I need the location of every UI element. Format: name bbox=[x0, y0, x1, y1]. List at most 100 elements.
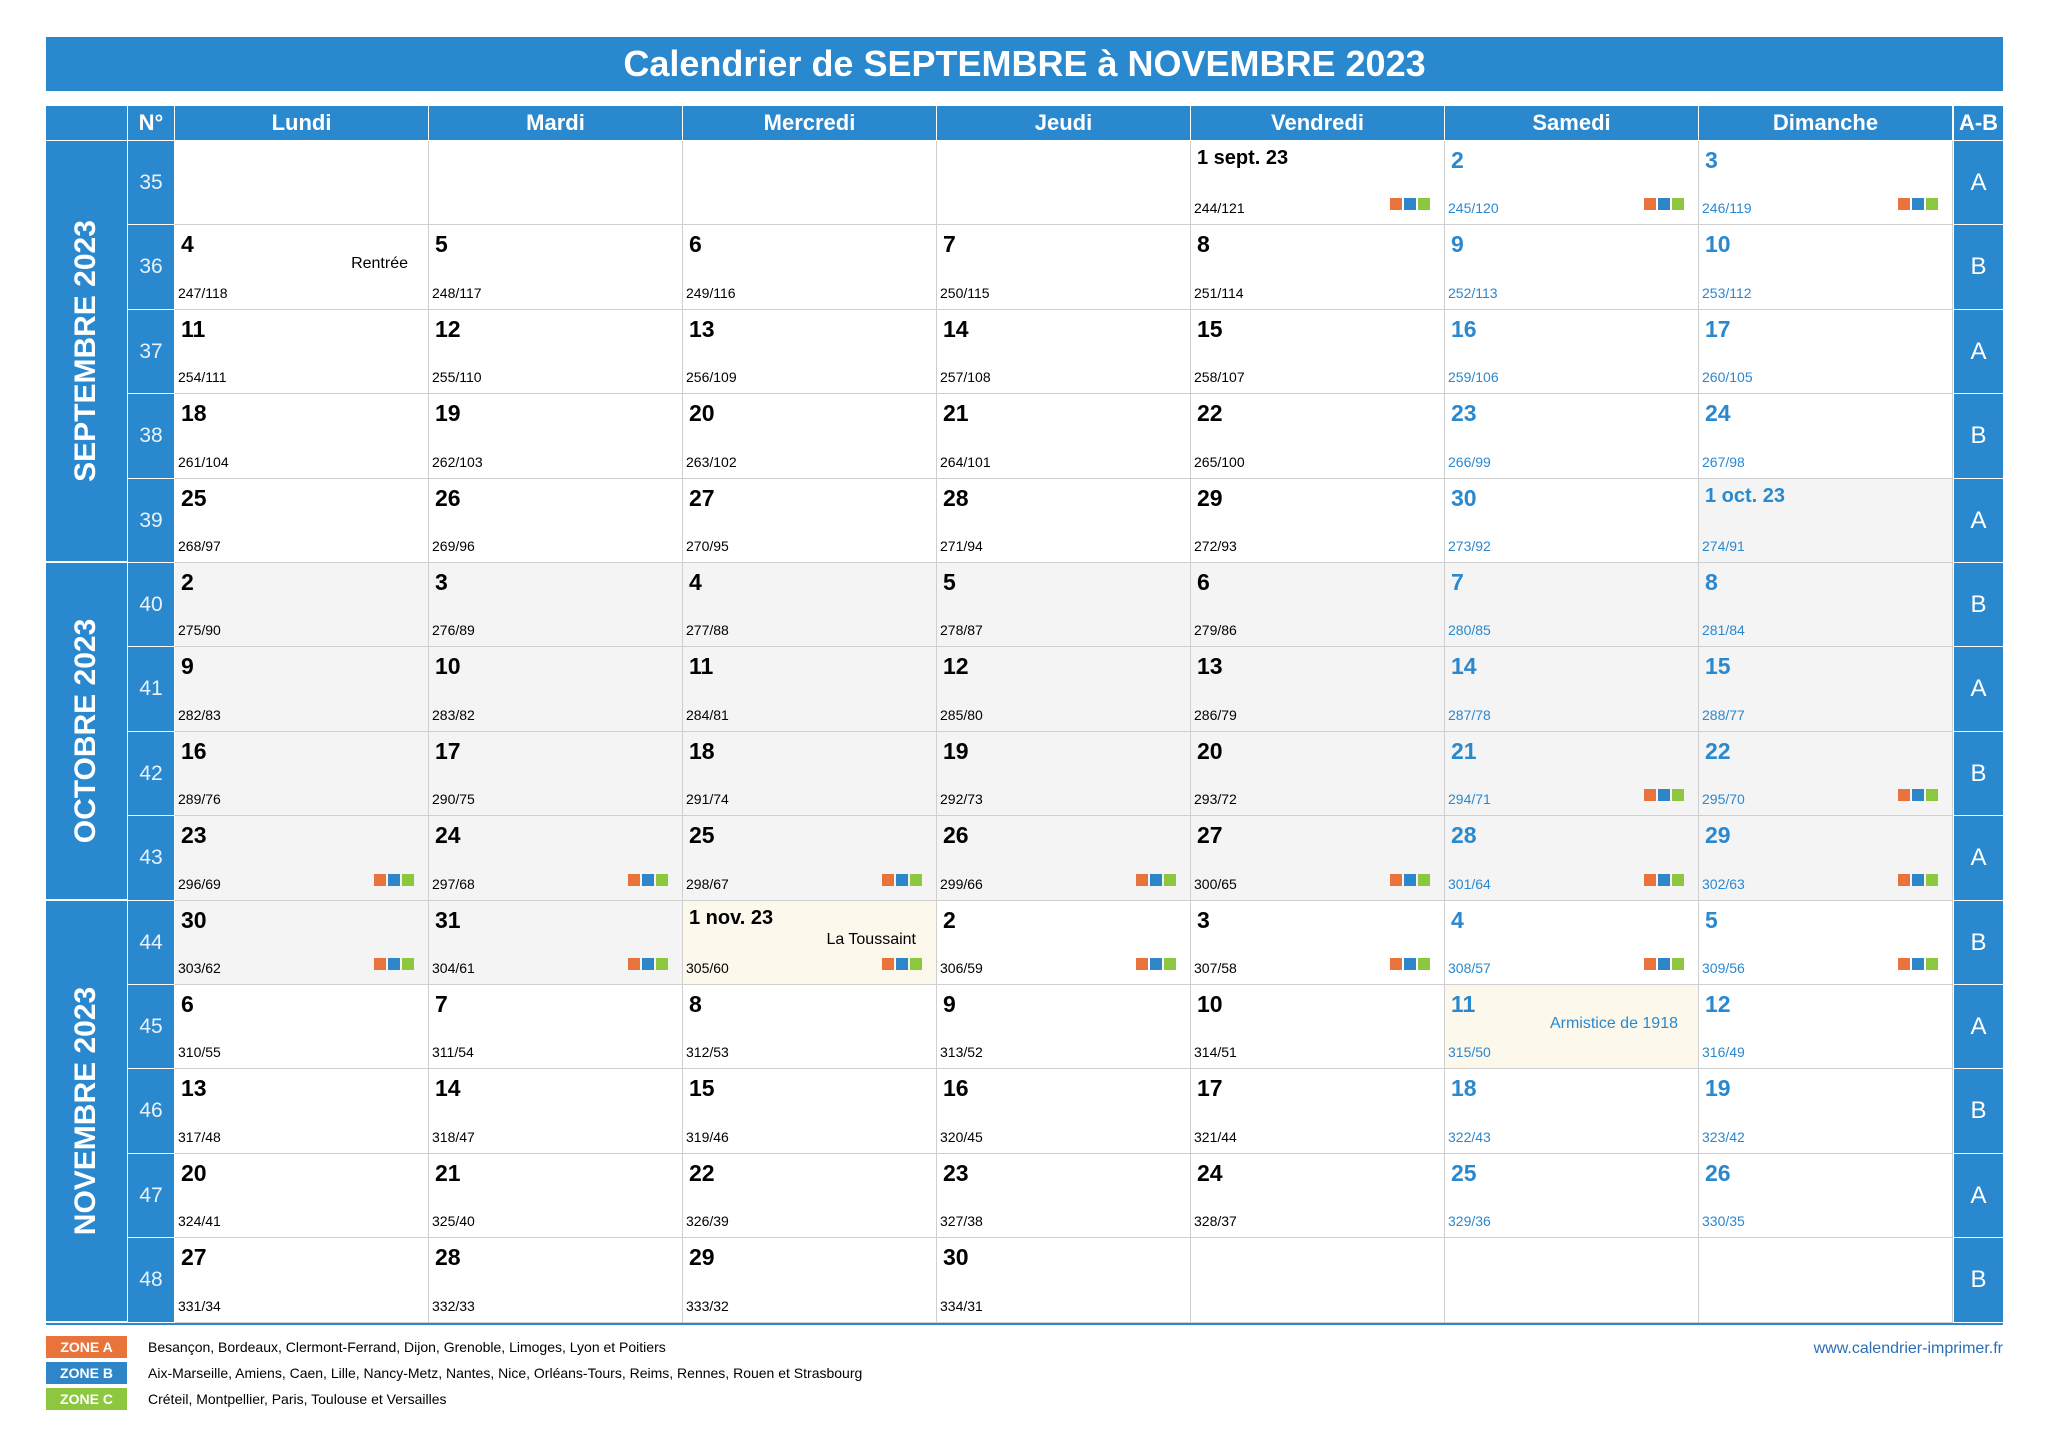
week-number: 47 bbox=[128, 1153, 174, 1238]
day-number: 10 bbox=[435, 653, 461, 680]
zone-square bbox=[1672, 789, 1684, 802]
day-code: 296/69 bbox=[178, 875, 221, 892]
day-code: 282/83 bbox=[178, 706, 221, 723]
week-ab: A bbox=[1954, 647, 2003, 731]
day-cell: 3 246/119 bbox=[1699, 141, 1953, 226]
zone-square bbox=[1658, 789, 1670, 802]
day-cell: 24 267/98 bbox=[1699, 394, 1953, 479]
day-code: 245/120 bbox=[1448, 200, 1499, 217]
day-code: 279/86 bbox=[1194, 622, 1237, 639]
day-number: 15 bbox=[689, 1075, 715, 1102]
zone-square bbox=[1644, 198, 1656, 211]
day-number: 5 bbox=[435, 231, 448, 258]
column-header: Lundi bbox=[175, 106, 428, 140]
day-code: 255/110 bbox=[432, 369, 482, 386]
zone-square bbox=[642, 957, 654, 970]
zone-square bbox=[1912, 873, 1924, 886]
zone-square bbox=[1898, 789, 1910, 802]
day-code: 271/94 bbox=[940, 537, 983, 554]
month-band: OCTOBRE 2023 bbox=[46, 563, 127, 899]
day-cell: 24 297/68 bbox=[429, 816, 683, 901]
day-code: 330/35 bbox=[1702, 1213, 1745, 1230]
zone-square bbox=[1658, 873, 1670, 886]
day-code: 284/81 bbox=[686, 706, 729, 723]
zone-square bbox=[1658, 957, 1670, 970]
day-number: 4 bbox=[689, 569, 702, 595]
day-number: 9 bbox=[181, 653, 194, 680]
day-cell bbox=[1699, 1238, 1953, 1323]
zone-square bbox=[1418, 873, 1430, 886]
day-code: 320/45 bbox=[940, 1128, 983, 1145]
zone-square bbox=[628, 873, 640, 886]
day-code: 258/107 bbox=[1194, 369, 1245, 386]
day-code: 286/79 bbox=[1194, 706, 1237, 723]
zone-square bbox=[1418, 957, 1430, 970]
day-cell: 4 247/118 Rentrée bbox=[175, 225, 429, 310]
day-code: 306/59 bbox=[940, 959, 983, 976]
day-number: 20 bbox=[689, 400, 715, 427]
day-number: 28 bbox=[943, 484, 969, 511]
day-cell: 3 307/58 bbox=[1191, 900, 1445, 985]
zone-square bbox=[896, 873, 908, 886]
zone-square bbox=[1672, 873, 1684, 886]
month-band: NOVEMBRE 2023 bbox=[46, 900, 127, 1321]
zone-square bbox=[1672, 198, 1684, 211]
day-cell: 15 288/77 bbox=[1699, 647, 1953, 732]
day-cell: 30 334/31 bbox=[937, 1238, 1191, 1323]
day-cell: 21 294/71 bbox=[1445, 731, 1699, 817]
day-code: 261/104 bbox=[178, 453, 229, 470]
day-code: 329/36 bbox=[1448, 1213, 1491, 1230]
day-cell: 14 318/47 bbox=[429, 1069, 683, 1154]
day-cell: 23 266/99 bbox=[1445, 394, 1699, 479]
day-number: 22 bbox=[1705, 737, 1731, 764]
day-cell: 9 282/83 bbox=[175, 647, 429, 732]
day-cell: 27 270/95 bbox=[683, 478, 937, 563]
day-number: 29 bbox=[689, 1244, 715, 1271]
day-number: 1 sept. 23 bbox=[1197, 147, 1289, 169]
zone-square bbox=[402, 873, 414, 886]
website: www.calendrier-imprimer.fr bbox=[1813, 1340, 2003, 1357]
day-number: 3 bbox=[1705, 147, 1718, 173]
day-cell: 12 285/80 bbox=[937, 647, 1191, 732]
zone-square bbox=[388, 873, 400, 886]
column-header: Mardi bbox=[429, 106, 682, 140]
day-code: 319/46 bbox=[686, 1128, 729, 1145]
day-cell: 13 286/79 bbox=[1191, 647, 1445, 732]
day-number: 14 bbox=[1451, 653, 1477, 680]
day-code: 248/117 bbox=[432, 284, 482, 301]
zone-square bbox=[896, 957, 908, 970]
day-cell: 16 289/76 bbox=[175, 731, 429, 817]
day-number: 29 bbox=[1705, 822, 1731, 849]
week-ab: B bbox=[1954, 900, 2003, 984]
day-number: 6 bbox=[689, 231, 702, 258]
zone-square bbox=[1150, 873, 1162, 886]
day-cell: 26 330/35 bbox=[1699, 1153, 1953, 1239]
day-cell: 11 254/111 bbox=[175, 309, 429, 395]
day-code: 303/62 bbox=[178, 959, 221, 976]
day-cell: 15 319/46 bbox=[683, 1069, 937, 1154]
day-cell: 7 250/115 bbox=[937, 225, 1191, 310]
day-code: 293/72 bbox=[1194, 791, 1237, 808]
zone-square bbox=[1644, 957, 1656, 970]
day-number: 26 bbox=[1705, 1159, 1731, 1186]
zone-square bbox=[1898, 198, 1910, 211]
day-number: 15 bbox=[1197, 315, 1223, 342]
day-code: 275/90 bbox=[178, 622, 221, 639]
day-number: 21 bbox=[1451, 737, 1477, 764]
week-number: 42 bbox=[128, 731, 174, 816]
zone-square bbox=[1404, 198, 1416, 211]
day-cell: 2 275/90 bbox=[175, 563, 429, 648]
month-label: OCTOBRE 2023 bbox=[69, 618, 102, 844]
day-number: 20 bbox=[1197, 737, 1223, 764]
week-number: 39 bbox=[128, 478, 174, 562]
day-cell: 23 327/38 bbox=[937, 1153, 1191, 1239]
day-cell: 3 276/89 bbox=[429, 563, 683, 648]
day-number: 6 bbox=[1197, 569, 1210, 595]
day-cell: 1 nov. 23 305/60 La Toussaint bbox=[683, 900, 937, 985]
day-number: 17 bbox=[1197, 1075, 1223, 1102]
day-code: 326/39 bbox=[686, 1213, 729, 1230]
day-number: 22 bbox=[689, 1159, 715, 1186]
day-number: 27 bbox=[181, 1244, 207, 1271]
day-number: 23 bbox=[1451, 400, 1477, 427]
day-code: 308/57 bbox=[1448, 959, 1491, 976]
